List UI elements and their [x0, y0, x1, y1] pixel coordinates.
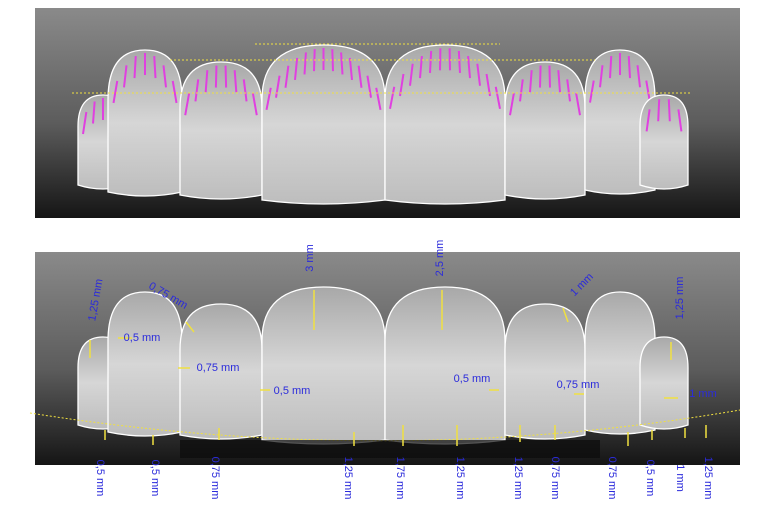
measure-label: 1 mm: [674, 464, 686, 492]
hatch: [332, 49, 333, 71]
hatch: [430, 51, 431, 73]
tooth-outline: [180, 62, 262, 199]
measure-label: 1,25 mm: [454, 457, 466, 500]
hatch: [610, 56, 611, 78]
hatch: [135, 56, 136, 78]
measure-label: 0,5 mm: [94, 460, 106, 497]
hatch: [669, 99, 670, 121]
measure-label: 0,75 mm: [606, 457, 618, 500]
measure-label: 0,5 mm: [274, 385, 311, 397]
measure-label: 2,5 mm: [434, 240, 446, 277]
hatch: [549, 66, 550, 88]
measure-label: 1 mm: [689, 388, 717, 400]
tooth-outline: [262, 287, 385, 444]
tooth-outline: [505, 62, 585, 199]
tooth-outline: [385, 45, 505, 204]
tooth-outline: [385, 287, 505, 444]
hatch: [216, 66, 217, 88]
hatch: [629, 56, 630, 78]
measure-label: 0,5 mm: [644, 460, 656, 497]
tooth-outline: [640, 337, 688, 429]
measure-label: 3 mm: [304, 244, 316, 272]
hatch: [540, 66, 541, 88]
measure-label: 1,25 mm: [512, 457, 524, 500]
tooth-outline: [505, 304, 585, 439]
dark-gap: [180, 440, 600, 458]
measure-label: 0,75 mm: [209, 457, 221, 500]
hatch: [459, 51, 460, 73]
tooth-outline: [108, 292, 182, 436]
measure-label: 0,5 mm: [454, 373, 491, 385]
measure-label: 0,75 mm: [549, 457, 561, 500]
hatch: [226, 66, 227, 88]
measure-label: 1,25 mm: [702, 457, 714, 500]
measure-label: 0,5 mm: [149, 460, 161, 497]
tooth-outline: [640, 95, 688, 189]
measure-label: 0,75 mm: [557, 379, 600, 391]
measure-label: 0,5 mm: [124, 332, 161, 344]
hatch: [658, 99, 659, 121]
measure-label: 1,25 mm: [342, 457, 354, 500]
hatch: [341, 52, 342, 74]
measure-label: 1,75 mm: [394, 457, 406, 500]
hatch: [305, 52, 306, 74]
measure-label: 1,25 mm: [674, 277, 686, 320]
hatch: [154, 56, 155, 78]
measure-label: 0,75 mm: [197, 362, 240, 374]
